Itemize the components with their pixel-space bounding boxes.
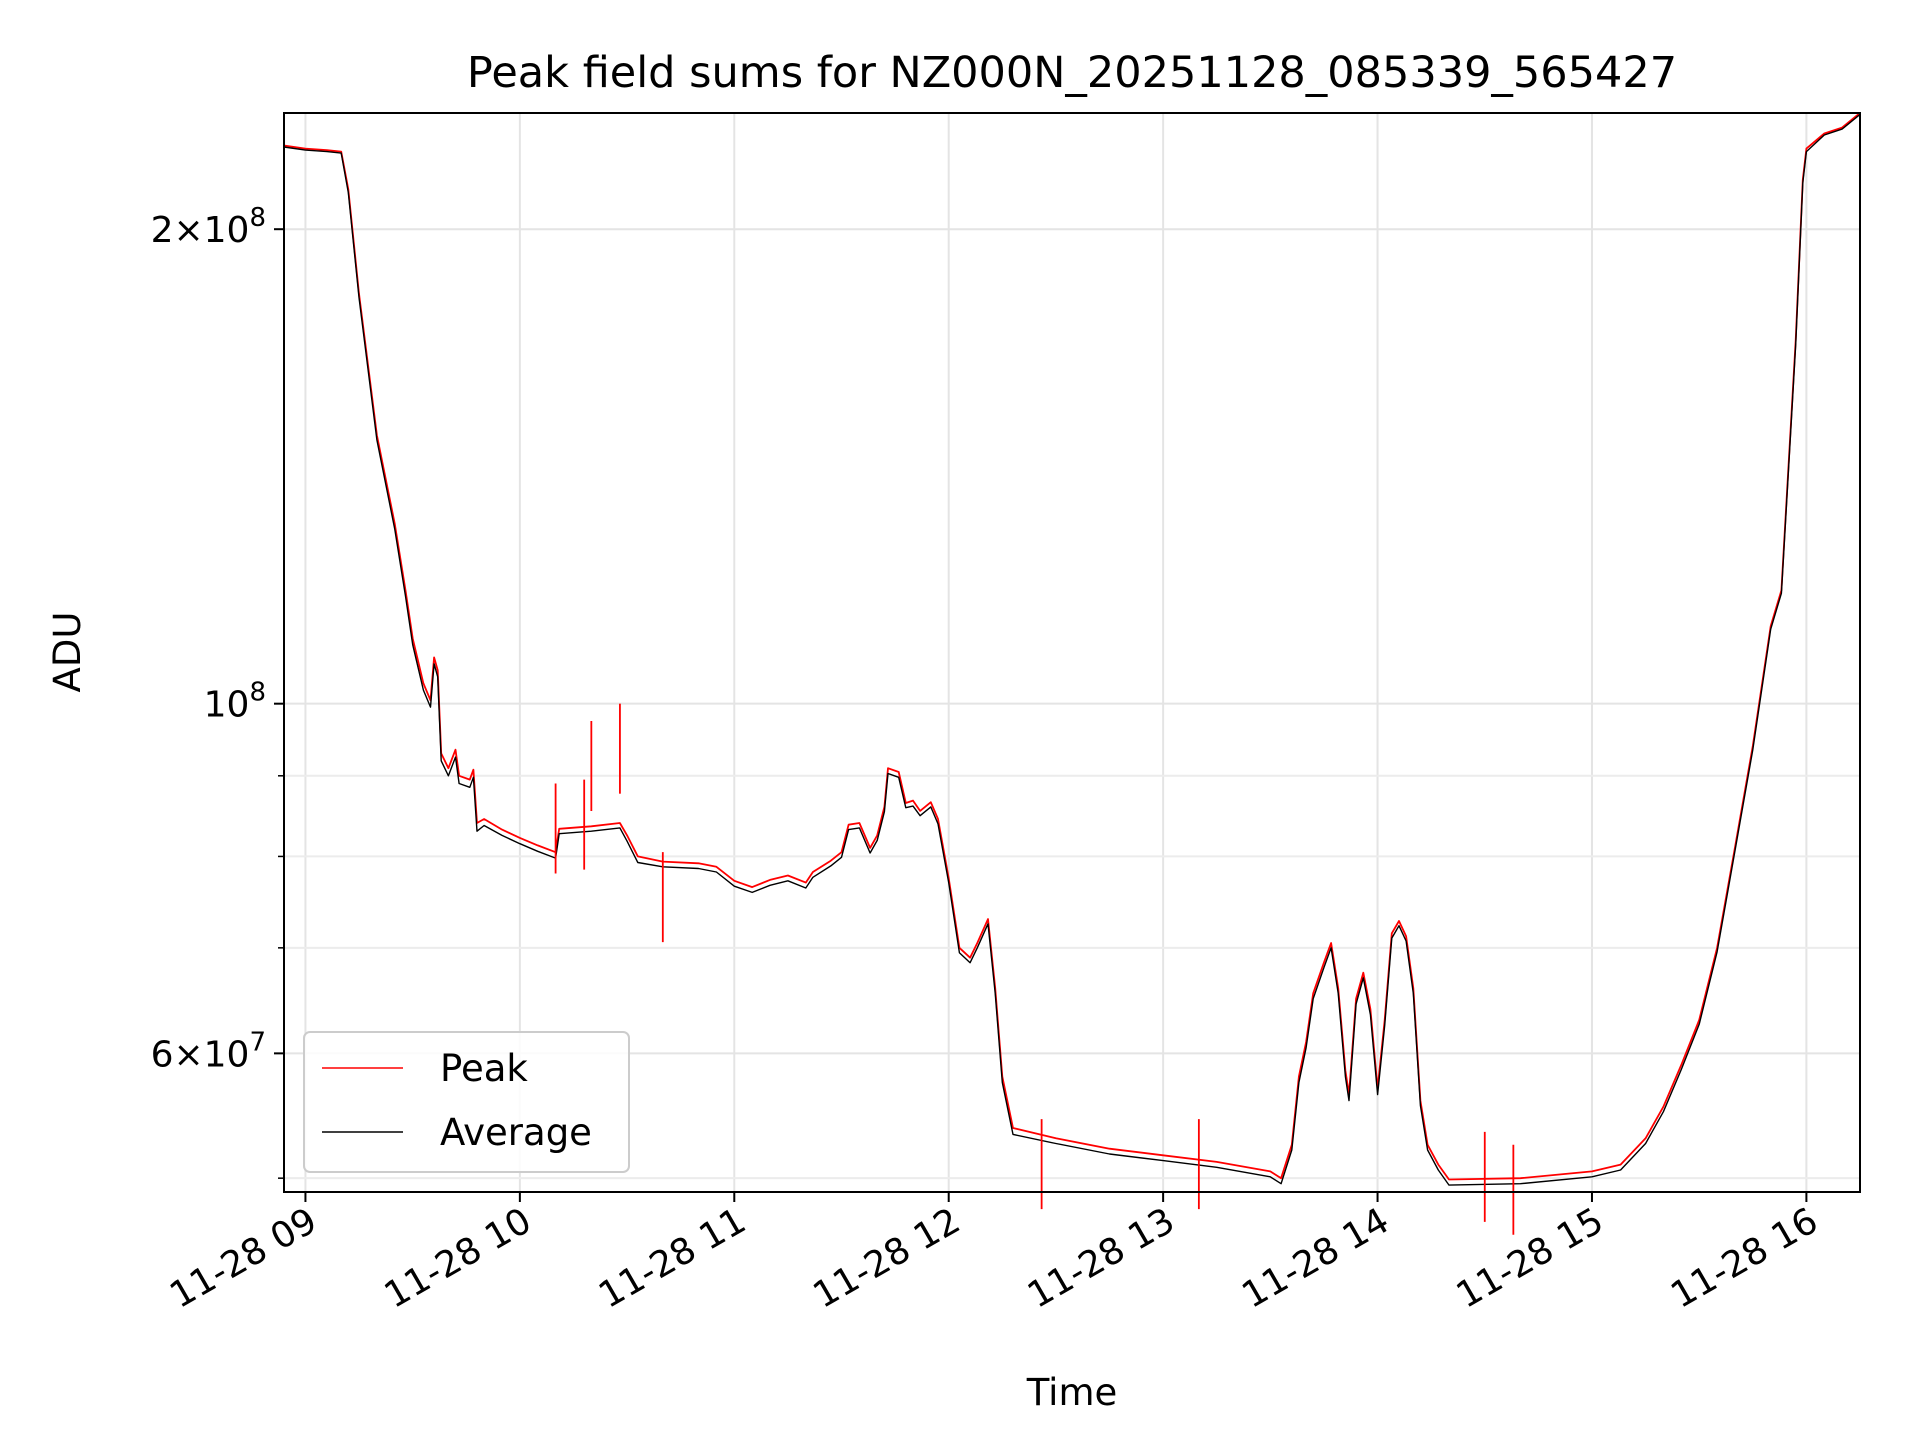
series-layer <box>283 112 1861 1235</box>
plot-frame <box>283 112 1861 1193</box>
y-tick-label: 2×108 <box>151 203 266 251</box>
x-axis-label: Time <box>1026 1371 1118 1414</box>
legend-label-average: Average <box>440 1111 592 1154</box>
legend-box <box>303 1031 630 1173</box>
y-tick-label: 6×107 <box>151 1027 266 1075</box>
y-axis-label: ADU <box>46 612 89 693</box>
series-line-average <box>283 113 1861 1186</box>
chart-title: Peak field sums for NZ000N_20251128_0853… <box>467 48 1677 98</box>
legend: Peak Average <box>303 1031 630 1173</box>
y-tick-label: 108 <box>204 678 266 726</box>
y-axis: 6×107 108 2×108 <box>151 203 284 1179</box>
legend-label-peak: Peak <box>440 1047 528 1090</box>
series-line-peak <box>283 112 1861 1181</box>
